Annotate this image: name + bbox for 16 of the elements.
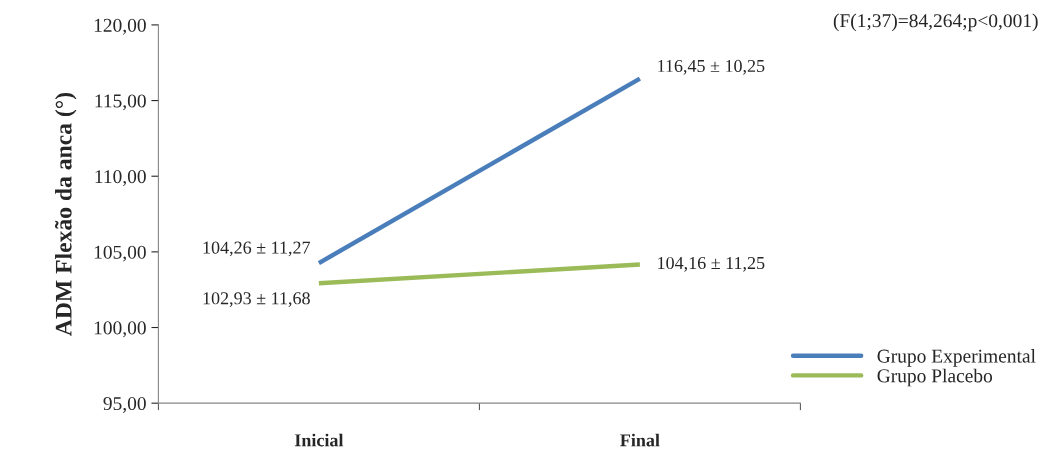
y-tick-label: 115,00: [95, 94, 146, 111]
text: (F(1;37)=84,264;p<0,001): [833, 13, 1038, 32]
data-label: 116,45 ± 10,25: [658, 59, 765, 75]
data-label: 104,26 ± 11,27: [203, 241, 311, 257]
x-tick-label: Inicial: [294, 433, 344, 447]
legend-label: Grupo Experimental: [877, 349, 1036, 367]
legend-label: Grupo Placebo: [877, 368, 993, 387]
data-label: 102,93 ± 11,68: [203, 292, 310, 307]
y-tick-label: 95,00: [103, 396, 146, 413]
y-tick-label: 100,00: [94, 321, 146, 338]
y-tick-label: 105,00: [94, 245, 146, 262]
data-label: 104,16 ± 11,25: [658, 256, 765, 272]
y-axis-title: ADM Flexão da anca (°): [55, 92, 77, 336]
y-tick-label: 110,00: [95, 170, 146, 186]
y-tick-label: 120,00: [94, 18, 146, 35]
x-tick-label: Final: [620, 433, 660, 447]
